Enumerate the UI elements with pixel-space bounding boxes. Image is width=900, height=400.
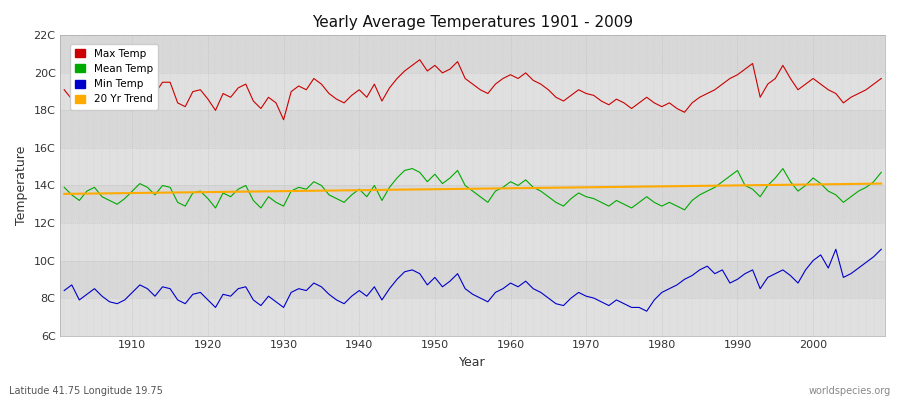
Legend: Max Temp, Mean Temp, Min Temp, 20 Yr Trend: Max Temp, Mean Temp, Min Temp, 20 Yr Tre…	[69, 44, 158, 110]
Bar	[60, 35, 885, 73]
Bar	[60, 110, 885, 148]
Bar	[60, 148, 885, 186]
Text: worldspecies.org: worldspecies.org	[809, 386, 891, 396]
Title: Yearly Average Temperatures 1901 - 2009: Yearly Average Temperatures 1901 - 2009	[312, 15, 634, 30]
Y-axis label: Temperature: Temperature	[15, 146, 28, 225]
Bar	[60, 223, 885, 260]
Bar	[60, 298, 885, 336]
Bar	[60, 260, 885, 298]
Bar	[60, 186, 885, 223]
X-axis label: Year: Year	[459, 356, 486, 369]
Text: Latitude 41.75 Longitude 19.75: Latitude 41.75 Longitude 19.75	[9, 386, 163, 396]
Bar	[60, 73, 885, 110]
